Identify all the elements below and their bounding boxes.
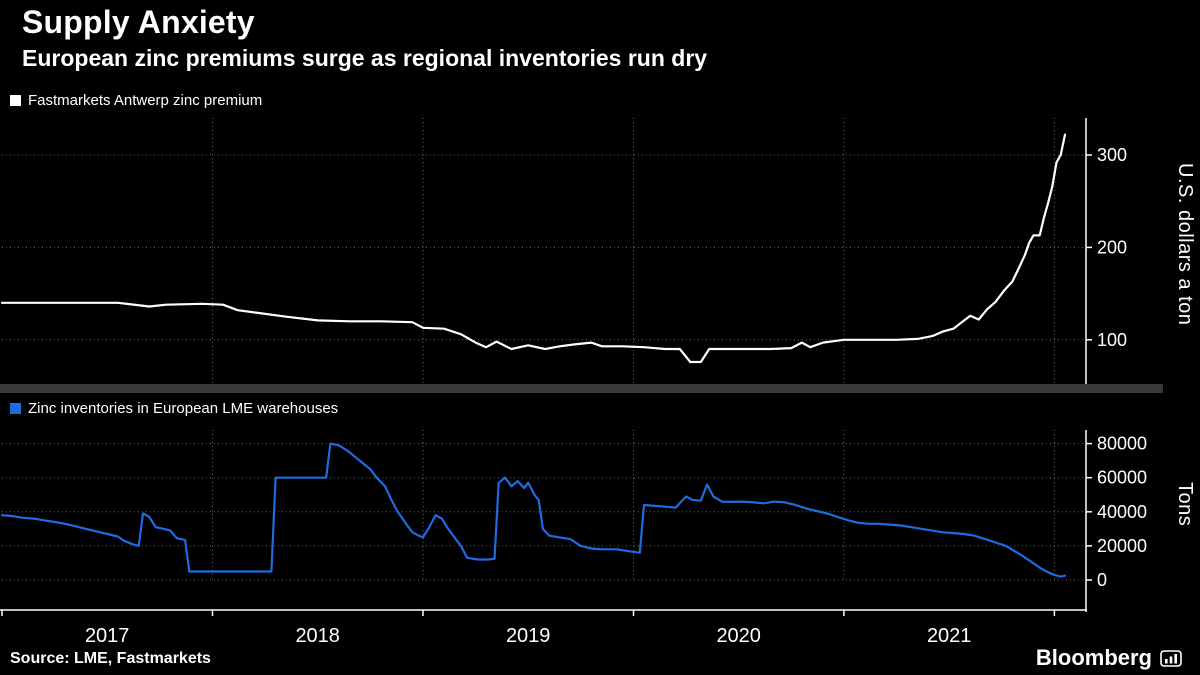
bloomberg-terminal-bars-icon	[1160, 649, 1182, 667]
inventories-line-chart: 0 20000 40000 60000 80000	[0, 430, 1147, 612]
chart-divider	[0, 384, 1163, 393]
svg-text:2021: 2021	[927, 625, 972, 647]
page-subtitle: European zinc premiums surge as regional…	[22, 45, 708, 71]
svg-text:2020: 2020	[716, 625, 761, 647]
bloomberg-logo: Bloomberg	[1036, 645, 1182, 671]
svg-text:300: 300	[1097, 145, 1127, 165]
inventories-y-axis-title: Tons	[1174, 482, 1196, 527]
legend-inventories: Zinc inventories in European LME warehou…	[10, 400, 338, 417]
premium-y-axis-title: U.S. dollars a ton	[1174, 163, 1196, 326]
svg-text:80000: 80000	[1097, 434, 1147, 454]
bloomberg-wordmark: Bloomberg	[1035, 645, 1152, 670]
inventories-legend-swatch-icon	[10, 403, 21, 414]
source-note: Source: LME, Fastmarkets	[10, 650, 211, 667]
premium-line-chart: 100 200 300	[0, 118, 1127, 386]
svg-text:2018: 2018	[295, 625, 340, 647]
shared-x-axis: 2017 2018 2019 2020 2021	[0, 609, 1087, 647]
svg-text:40000: 40000	[1097, 502, 1147, 522]
page-title: Supply Anxiety	[22, 4, 255, 40]
svg-text:60000: 60000	[1097, 468, 1147, 488]
svg-text:100: 100	[1097, 330, 1127, 350]
svg-text:200: 200	[1097, 237, 1127, 257]
legend-premium: Fastmarkets Antwerp zinc premium	[10, 92, 262, 109]
svg-text:20000: 20000	[1097, 536, 1147, 556]
svg-text:2019: 2019	[506, 625, 551, 647]
svg-text:0: 0	[1097, 570, 1107, 590]
premium-legend-label: Fastmarkets Antwerp zinc premium	[28, 92, 263, 109]
svg-text:2017: 2017	[85, 625, 130, 647]
inventories-legend-label: Zinc inventories in European LME warehou…	[28, 400, 339, 417]
premium-legend-swatch-icon	[10, 95, 21, 106]
